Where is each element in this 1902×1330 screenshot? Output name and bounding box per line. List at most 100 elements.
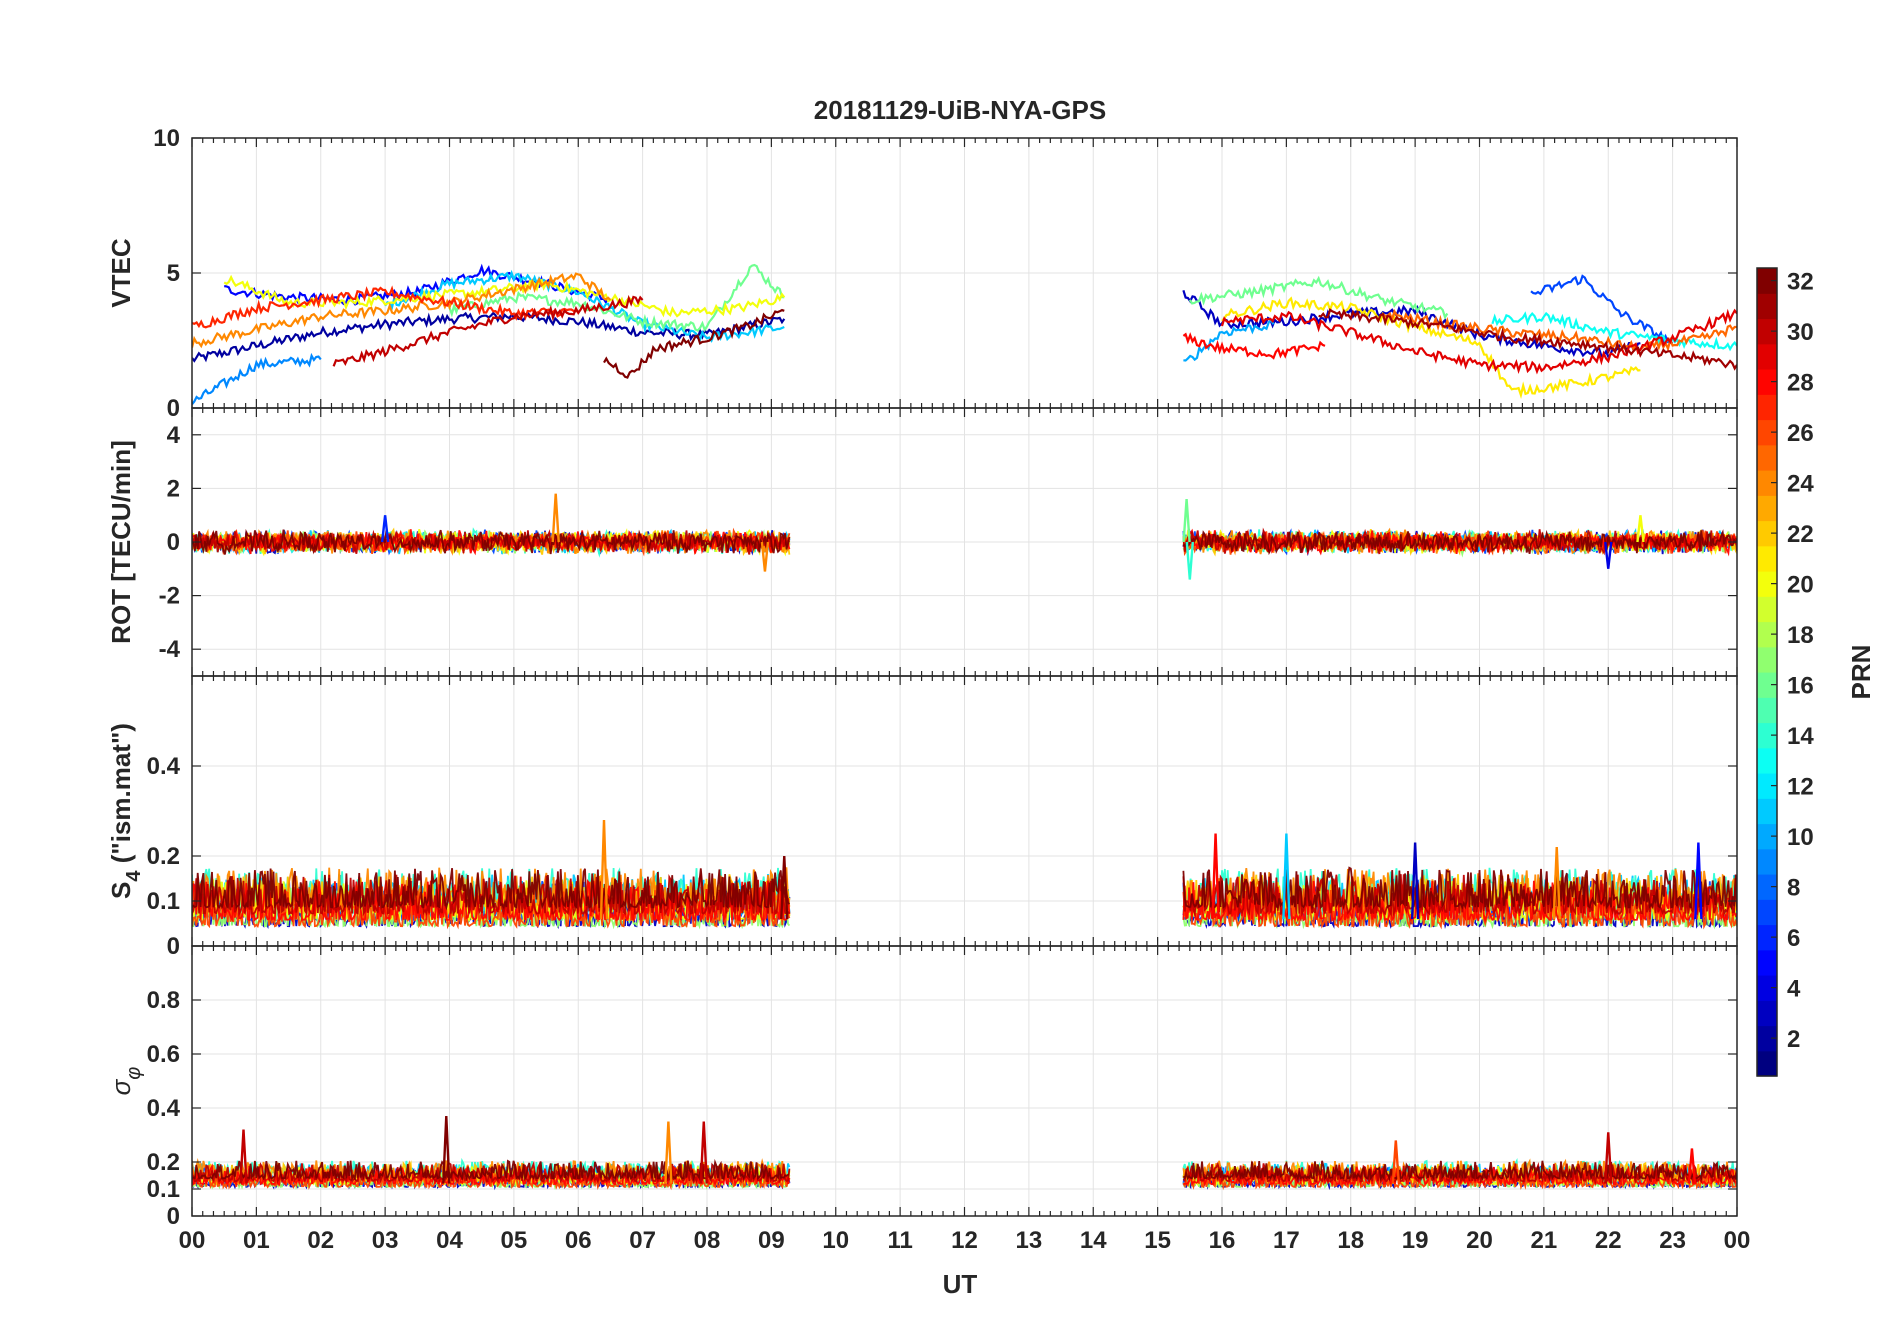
- y-tick-label: 0.4: [147, 1095, 181, 1122]
- colorbar-tick-label: 22: [1787, 521, 1814, 548]
- y-axis-label-rest: ("ism.mat"): [106, 723, 136, 870]
- colorbar-tick-label: 30: [1787, 319, 1814, 346]
- y-tick-label: 0.8: [147, 987, 180, 1014]
- trace-rot-prn-32-seg-0: [192, 528, 791, 555]
- x-tick-label: 19: [1402, 1227, 1429, 1254]
- x-tick-label: 06: [565, 1227, 592, 1254]
- colorbar-tick-label: 16: [1787, 673, 1814, 700]
- series-line-prn-16: [1188, 275, 1449, 320]
- colorbar-tick-label: 24: [1787, 471, 1814, 498]
- chart-title: 20181129-UiB-NYA-GPS: [814, 95, 1106, 125]
- series-line-prn-31: [1318, 308, 1737, 371]
- y-tick-label: 2: [167, 475, 180, 502]
- series-line-prn-32: [603, 308, 785, 379]
- series-line-prn-29: [1220, 308, 1737, 375]
- colorbar-swatch-7: [1757, 899, 1777, 926]
- trace-s4-prn-30-seg-0: [192, 872, 790, 918]
- colorbar-label: PRN: [1846, 645, 1876, 700]
- y-tick-label: 0.2: [147, 843, 180, 870]
- spike-prn-24: [760, 541, 770, 572]
- x-tick-label: 20: [1466, 1227, 1493, 1254]
- y-tick-label: -4: [159, 636, 181, 663]
- x-tick-label: 22: [1595, 1227, 1622, 1254]
- colorbar-tick-label: 2: [1787, 1026, 1800, 1053]
- x-tick-label: 02: [307, 1227, 334, 1254]
- x-tick-label: 18: [1337, 1227, 1364, 1254]
- series-line-prn-13: [1491, 311, 1737, 352]
- colorbar-swatch-11: [1757, 798, 1777, 825]
- spike-prn-16: [1182, 499, 1191, 543]
- series-line-prn-30: [332, 294, 644, 367]
- series-line-prn-7: [1530, 274, 1674, 346]
- y-tick-label: 0: [167, 529, 180, 556]
- data-layer: [192, 819, 1737, 930]
- spike-prn-20: [1636, 515, 1645, 543]
- colorbar-swatch-29: [1757, 343, 1777, 370]
- x-tick-label: 14: [1080, 1227, 1107, 1254]
- x-tick-label: 04: [436, 1227, 463, 1254]
- colorbar-swatch-2: [1757, 1025, 1777, 1052]
- colorbar-tick-label: 8: [1787, 875, 1800, 902]
- x-tick-label: 21: [1531, 1227, 1558, 1254]
- colorbar-swatch-3: [1757, 1000, 1777, 1027]
- colorbar-swatch-15: [1757, 697, 1777, 724]
- series-line-prn-21: [1221, 296, 1641, 399]
- spike-prn-4: [1604, 541, 1613, 569]
- data-layer: [192, 493, 1737, 580]
- x-tick-label: 17: [1273, 1227, 1300, 1254]
- series-line-prn-28: [1182, 332, 1326, 360]
- colorbar-swatch-19: [1757, 596, 1777, 623]
- y-axis-label: ROT [TECU/min]: [106, 440, 136, 644]
- y-tick-label: 0: [167, 395, 180, 422]
- colorbar-swatch-1: [1757, 1050, 1777, 1077]
- colorbar-tick-label: 4: [1787, 976, 1801, 1003]
- colorbar-swatch-31: [1757, 293, 1777, 320]
- colorbar-swatch-16: [1757, 672, 1777, 698]
- spike-prn-5: [1694, 842, 1703, 920]
- spike-prn-26: [1391, 1140, 1401, 1184]
- panel-rot: -4 -2 0 2 4 ROT [TECU/min]: [106, 407, 1738, 677]
- data-layer: [192, 1116, 1737, 1191]
- colorbar-tick-label: 26: [1787, 420, 1814, 447]
- spike-prn-24: [664, 1121, 673, 1184]
- colorbar-tick-label: 32: [1787, 269, 1814, 296]
- x-tick-label: 10: [822, 1227, 849, 1254]
- colorbar-swatch-9: [1757, 848, 1777, 875]
- x-axis-label: UT: [943, 1269, 978, 1299]
- trace-sigma_phi-prn-32-seg-1: [1182, 1160, 1737, 1182]
- trace-rot-prn-32-seg-1: [1182, 529, 1737, 556]
- colorbar-swatch-14: [1757, 722, 1777, 749]
- x-tick-label: 13: [1016, 1227, 1043, 1254]
- x-tick-label: 03: [372, 1227, 399, 1254]
- y-tick-label: 0: [167, 1203, 180, 1230]
- x-tick-label: 00: [1724, 1227, 1751, 1254]
- spike-prn-3: [1410, 842, 1420, 920]
- spike-prn-6: [380, 515, 390, 543]
- trace-sigma_phi-prn-28-seg-1: [1183, 1163, 1737, 1188]
- y-tick-label: 0.1: [147, 888, 180, 915]
- y-tick-label: 0: [167, 933, 180, 960]
- y-axis-label: S4 ("ism.mat"): [106, 723, 145, 899]
- y-axis-label-sub: 4: [123, 870, 145, 882]
- spike-prn-11: [1282, 833, 1291, 920]
- colorbar-swatch-27: [1757, 394, 1777, 421]
- colorbar-swatch-17: [1757, 646, 1777, 673]
- x-tick-label: 23: [1659, 1227, 1686, 1254]
- trace-s4-prn-32-seg-1: [1182, 866, 1737, 911]
- trace-s4-prn-32-seg-0: [192, 867, 791, 911]
- colorbar-swatch-23: [1757, 495, 1777, 522]
- panel-sigma_phi: 00.10.2 0.4 0.6 0.8 σφ 00 01 02 03 04 05 06 07 08 09 10…: [106, 945, 1751, 1254]
- trace-sigma_phi-prn-30-seg-0: [192, 1160, 791, 1185]
- x-tick-label: 12: [951, 1227, 978, 1254]
- spike-prn-32: [442, 1116, 451, 1184]
- colorbar-swatch-8: [1757, 874, 1777, 900]
- x-tick-label: 08: [694, 1227, 721, 1254]
- colorbar-swatch-20: [1757, 571, 1777, 597]
- series-line-prn-3: [1182, 289, 1641, 359]
- y-tick-label: 0.4: [147, 753, 181, 780]
- trace-s4-prn-26-seg-1: [1182, 886, 1737, 930]
- spike-prn-24: [599, 819, 609, 920]
- trace-sigma_phi-prn-32-seg-0: [192, 1158, 790, 1182]
- y-axis-label-main: S: [106, 882, 136, 899]
